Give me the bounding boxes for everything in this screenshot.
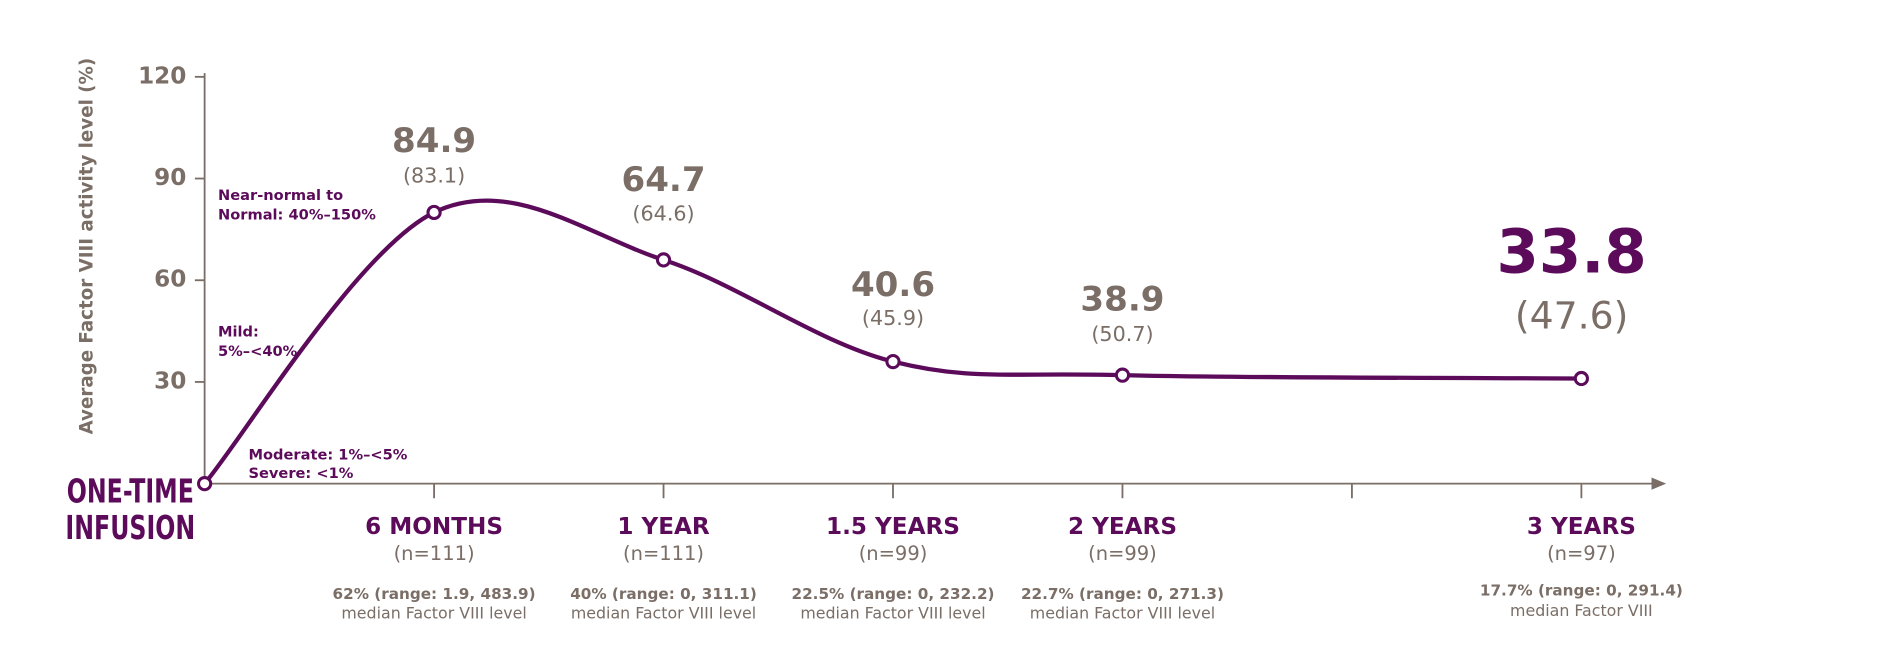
y-tick-label: 120: [138, 63, 186, 89]
mean-label: 38.9: [1080, 279, 1164, 319]
mean-label: 40.6: [851, 265, 935, 305]
x-tick-label: 3 YEARS: [1527, 514, 1636, 540]
sample-size: (n=97): [1547, 542, 1616, 565]
median-note: median Factor VIII level: [341, 603, 526, 622]
sample-size: (n=99): [1088, 542, 1157, 565]
median-label: (47.6): [1515, 293, 1629, 337]
median-label: (83.1): [403, 164, 465, 188]
band-label: Severe: <1%: [248, 465, 353, 482]
point: [885, 353, 901, 370]
median-note: median Factor VIII level: [571, 603, 756, 622]
x-tick-label: 1 YEAR: [617, 514, 710, 540]
point: [426, 204, 442, 221]
y-axis-label: Average Factor VIII activity level (%): [77, 58, 98, 435]
y-tick-label: 90: [154, 165, 186, 191]
mean-label: 64.7: [621, 160, 705, 200]
point: [655, 252, 672, 268]
x-tick-label: 6 MONTHS: [365, 514, 503, 540]
x-tick-label: 2 YEARS: [1068, 514, 1177, 540]
origin-label: INFUSION: [65, 508, 195, 547]
x-tick-label: 1.5 YEARS: [826, 514, 960, 540]
sample-size: (n=111): [394, 542, 475, 565]
line: [202, 198, 1582, 486]
median-label: (64.6): [632, 201, 694, 225]
sample-size: (n=111): [623, 542, 704, 565]
median-label: (45.9): [862, 306, 924, 330]
origin-label: ONE-TIME: [67, 472, 194, 511]
x-axis-arrow: [1651, 477, 1667, 490]
median-label: (50.7): [1091, 322, 1153, 346]
point: [1573, 370, 1589, 387]
y-tick-label: 30: [154, 368, 186, 394]
point: [197, 476, 213, 492]
band-label: Near-normal to: [218, 187, 343, 204]
y-tick-label: 60: [154, 267, 186, 293]
median-range: 22.7% (range: 0, 271.3): [1021, 585, 1224, 603]
mean-label: 33.8: [1497, 216, 1647, 287]
median-range: 22.5% (range: 0, 232.2): [791, 585, 994, 603]
mean-label: 84.9: [392, 121, 476, 161]
median-note: median Factor VIII: [1510, 601, 1653, 620]
band-label: Moderate: 1%–<5%: [248, 447, 407, 464]
band-label: Mild:: [218, 324, 259, 341]
band-label: Normal: 40%–150%: [218, 207, 376, 224]
median-note: median Factor VIII level: [800, 603, 985, 622]
median-range: 17.7% (range: 0, 291.4): [1480, 581, 1683, 599]
band-label: 5%–<40%: [218, 343, 298, 360]
point: [1114, 367, 1131, 383]
median-range: 40% (range: 0, 311.1): [570, 585, 757, 603]
sample-size: (n=99): [859, 542, 928, 565]
median-note: median Factor VIII level: [1030, 603, 1215, 622]
median-range: 62% (range: 1.9, 483.9): [333, 585, 536, 603]
